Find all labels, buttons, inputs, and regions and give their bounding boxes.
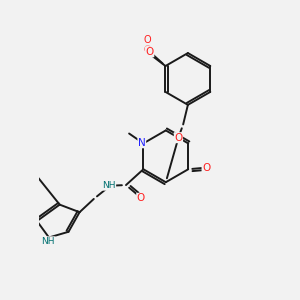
Text: O: O (174, 133, 182, 143)
Text: O: O (144, 35, 151, 45)
Text: NH: NH (42, 237, 55, 246)
Text: O: O (137, 193, 145, 203)
Text: O: O (202, 163, 210, 173)
Text: N: N (138, 138, 146, 148)
Text: O: O (144, 45, 151, 55)
Text: O: O (146, 47, 154, 57)
Text: NH: NH (102, 181, 116, 190)
